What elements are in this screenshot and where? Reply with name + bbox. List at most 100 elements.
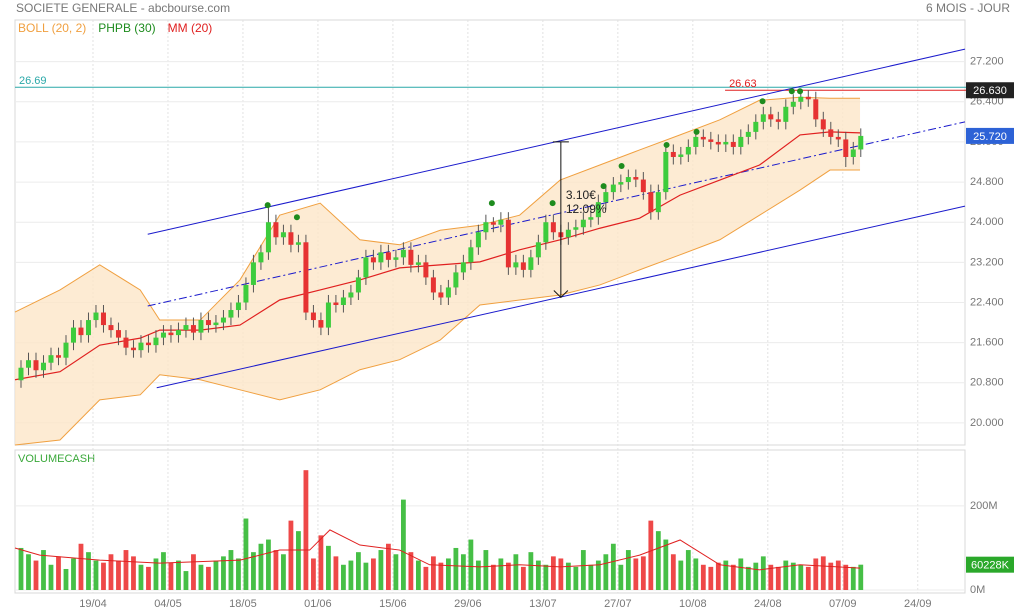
- candle-body: [18, 367, 24, 381]
- candle-body: [168, 332, 174, 336]
- candle-body: [820, 119, 826, 130]
- candle-body: [325, 302, 331, 328]
- volume-bar: [700, 564, 706, 590]
- volume-bar: [580, 550, 586, 590]
- price-tag: [966, 82, 1014, 99]
- y-tick-label: 23.200: [970, 256, 1004, 268]
- x-tick-label: 19/04: [79, 598, 107, 610]
- candle-body: [580, 219, 586, 228]
- volume-bar: [363, 562, 369, 590]
- level-label: 26.63: [729, 78, 757, 90]
- volume-bar: [505, 562, 511, 590]
- volume-bar: [281, 554, 286, 590]
- candle-body: [258, 252, 264, 263]
- candle-body: [205, 320, 211, 326]
- x-tick-label: 27/07: [604, 598, 632, 610]
- candle-body: [550, 222, 556, 233]
- price-tag-label: 60228K: [971, 560, 1010, 572]
- volume-bar: [730, 564, 736, 590]
- volume-bar: [843, 564, 849, 590]
- volume-bar: [228, 550, 234, 590]
- volume-bar: [850, 566, 856, 590]
- candle-body: [625, 177, 631, 183]
- x-tick-label: 07/09: [829, 598, 857, 610]
- volume-bar: [408, 552, 414, 590]
- candle-body: [63, 342, 69, 358]
- x-tick-label: 29/06: [454, 598, 482, 610]
- phpb-dot: [693, 128, 700, 135]
- y-tick-label: 20.000: [970, 417, 1004, 429]
- candle-body: [273, 222, 279, 238]
- volume-bar: [663, 539, 669, 590]
- phpb-dot: [549, 200, 556, 207]
- measure-label: 12.09%: [566, 202, 607, 216]
- candle-body: [700, 136, 706, 140]
- volume-bar: [835, 560, 841, 590]
- candle-body: [198, 320, 204, 333]
- volume-bar: [820, 556, 826, 590]
- x-tick-label: 13/07: [529, 598, 557, 610]
- volume-bar: [565, 562, 571, 590]
- volume-bar: [445, 558, 451, 590]
- volume-bar: [221, 556, 226, 590]
- candle-body: [760, 114, 766, 122]
- phpb-dot: [293, 214, 300, 221]
- measure-label: 3.10€: [566, 188, 596, 202]
- volume-bar: [760, 556, 766, 590]
- volume-bar: [311, 558, 316, 590]
- volume-bar: [633, 558, 639, 590]
- candle-body: [400, 249, 406, 258]
- chart-title: SOCIETE GENERALE - abcbourse.com: [16, 1, 230, 15]
- measure-arrow: [553, 290, 569, 299]
- candle-body: [220, 317, 226, 323]
- candle-body: [145, 342, 151, 346]
- candle-body: [543, 222, 549, 243]
- y-tick-label: 21.600: [970, 337, 1004, 349]
- volume-bar: [468, 539, 474, 590]
- phpb-dot: [600, 183, 607, 190]
- volume-bar: [101, 562, 106, 590]
- phpb-dot: [759, 98, 766, 105]
- volume-bar: [670, 554, 676, 590]
- volume-bar: [26, 554, 31, 590]
- volume-bar: [273, 550, 279, 590]
- candle-body: [483, 222, 489, 233]
- volume-bar: [543, 564, 549, 590]
- volume-bar: [805, 566, 811, 590]
- candle-body: [123, 337, 129, 348]
- volume-bar: [318, 535, 324, 590]
- volume-bar: [723, 560, 729, 590]
- volume-bar: [858, 564, 864, 590]
- candle-body: [355, 277, 361, 293]
- volume-bar: [460, 554, 466, 590]
- candle-body: [520, 262, 526, 270]
- volume-bar: [341, 564, 346, 590]
- volume-bar: [535, 560, 541, 590]
- volume-bar: [603, 554, 609, 590]
- phpb-dot: [797, 88, 804, 95]
- candle-body: [430, 277, 436, 293]
- volume-bar: [430, 556, 436, 590]
- volume-bar: [685, 550, 691, 590]
- candle-body: [310, 312, 316, 321]
- y-tick-label: 22.400: [970, 296, 1004, 308]
- volume-bar: [191, 554, 196, 590]
- candle-body: [588, 217, 594, 220]
- volume-bar: [176, 560, 181, 590]
- phpb-dot: [264, 202, 271, 209]
- volume-bar: [63, 568, 69, 590]
- candle-body: [513, 262, 519, 268]
- candle-body: [843, 139, 849, 157]
- volume-bar: [595, 560, 601, 590]
- channel-line: [147, 121, 966, 307]
- volume-bar: [33, 560, 39, 590]
- candle-body: [408, 249, 414, 265]
- y-tick-label: 24.000: [970, 216, 1004, 228]
- volume-bar: [86, 552, 91, 590]
- candle-body: [805, 96, 811, 100]
- candle-body: [93, 312, 99, 321]
- volume-bar: [48, 564, 54, 590]
- candle-body: [460, 262, 466, 273]
- volume-bar: [123, 550, 129, 590]
